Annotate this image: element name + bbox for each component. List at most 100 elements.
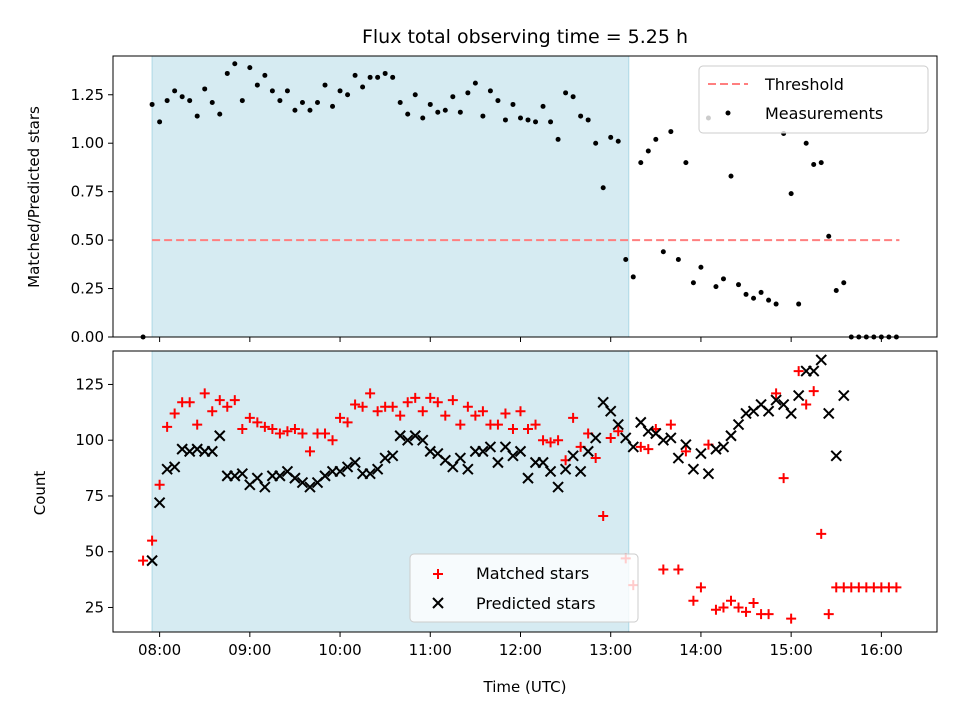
predicted-point xyxy=(612,418,624,431)
predicted-point xyxy=(605,405,617,417)
measurement-point xyxy=(299,100,305,106)
measurement-point xyxy=(548,119,554,125)
measurement-point xyxy=(480,113,486,119)
matched-point xyxy=(605,432,616,443)
measurement-point xyxy=(653,136,659,142)
predicted-point xyxy=(477,445,489,458)
measurement-point xyxy=(397,100,403,106)
measurement-point xyxy=(638,160,644,166)
matched-point xyxy=(515,406,526,417)
measurement-point xyxy=(615,138,621,144)
measurement-point xyxy=(540,103,546,109)
matched-point xyxy=(748,598,759,609)
measurement-point xyxy=(284,88,290,94)
matched-point xyxy=(590,453,601,464)
predicted-point xyxy=(484,441,497,453)
matched-point xyxy=(410,392,421,403)
measurement-point xyxy=(736,282,742,288)
matched-point xyxy=(425,392,436,403)
x-tick-label: 16:00 xyxy=(860,641,903,659)
legend-label-measurements: Measurements xyxy=(765,104,883,123)
predicted-point xyxy=(544,465,557,478)
predicted-point xyxy=(589,432,602,444)
predicted-point xyxy=(657,434,670,446)
matched-point xyxy=(162,421,173,432)
matched-point xyxy=(470,410,481,421)
predicted-point xyxy=(349,456,361,469)
measurement-point xyxy=(818,160,824,166)
matched-point xyxy=(726,595,736,606)
measurement-point xyxy=(330,103,336,109)
matched-point xyxy=(635,441,646,452)
matched-point xyxy=(252,417,263,428)
measurement-point xyxy=(570,94,576,100)
matched-point xyxy=(643,444,654,455)
measurement-point xyxy=(247,65,253,71)
y-tick-label: 0.00 xyxy=(71,328,104,346)
bottom-plot: 25 50 75 100 125 08:00 09:00 10:00 11:00 12:00 13:… xyxy=(75,350,938,659)
predicted-point xyxy=(417,434,429,446)
measurement-point xyxy=(623,256,629,262)
predicted-point xyxy=(462,463,474,475)
measurement-point xyxy=(172,88,178,94)
matched-point xyxy=(244,412,255,423)
matched-point xyxy=(492,419,503,430)
bottom-y-axis-label: Count xyxy=(31,471,49,516)
measurement-point xyxy=(217,111,223,117)
y-tick-label: 0.50 xyxy=(71,231,104,249)
matched-point xyxy=(169,408,180,419)
matched-point xyxy=(395,410,406,421)
matched-point xyxy=(733,602,744,613)
matched-point xyxy=(417,406,428,417)
measurement-point xyxy=(841,280,847,286)
measurement-point xyxy=(450,94,456,100)
top-plot: 0.00 0.25 0.50 0.75 1.00 1.25 Threshold Measure… xyxy=(71,55,938,346)
measurement-point xyxy=(720,276,726,282)
legend-box xyxy=(698,65,929,134)
matched-point xyxy=(658,564,669,575)
y-tick-label: 125 xyxy=(75,375,104,393)
measurement-point xyxy=(683,160,689,166)
predicted-point xyxy=(785,407,797,420)
plot-frame xyxy=(112,350,938,633)
matched-point xyxy=(402,397,413,408)
matched-point xyxy=(710,604,721,615)
measurement-point xyxy=(502,117,508,123)
predicted-point xyxy=(274,470,286,482)
predicted-point xyxy=(319,470,331,482)
measurement-point xyxy=(322,82,328,88)
predicted-point xyxy=(507,450,519,462)
measurement-point xyxy=(803,140,809,146)
measurement-point xyxy=(675,256,681,262)
predicted-point xyxy=(236,467,249,480)
measurement-point xyxy=(314,100,320,106)
measurement-point xyxy=(457,109,463,115)
predicted-point xyxy=(296,476,309,489)
matched-point xyxy=(477,406,488,417)
measurement-point xyxy=(533,119,539,125)
matched-point xyxy=(568,412,579,423)
measurement-point xyxy=(382,70,388,76)
measurement-point xyxy=(435,109,441,115)
predicted-point xyxy=(770,394,782,406)
predicted-point xyxy=(762,405,775,417)
measurement-point xyxy=(390,74,396,80)
predicted-point xyxy=(680,438,692,451)
predicted-point xyxy=(725,430,737,442)
measurement-point xyxy=(157,119,163,125)
matched-point xyxy=(214,395,225,406)
y-tick-label: 25 xyxy=(85,598,104,616)
measurement-point xyxy=(337,88,343,94)
measurement-point xyxy=(578,113,584,119)
predicted-point xyxy=(454,452,467,464)
measurement-point xyxy=(773,301,779,307)
matched-point xyxy=(613,426,624,437)
measurement-point xyxy=(796,301,802,307)
predicted-point xyxy=(153,496,166,509)
predicted-point xyxy=(582,445,594,458)
predicted-point xyxy=(206,445,218,458)
predicted-point xyxy=(815,354,827,366)
matched-point xyxy=(335,412,346,423)
predicted-point xyxy=(289,472,301,484)
